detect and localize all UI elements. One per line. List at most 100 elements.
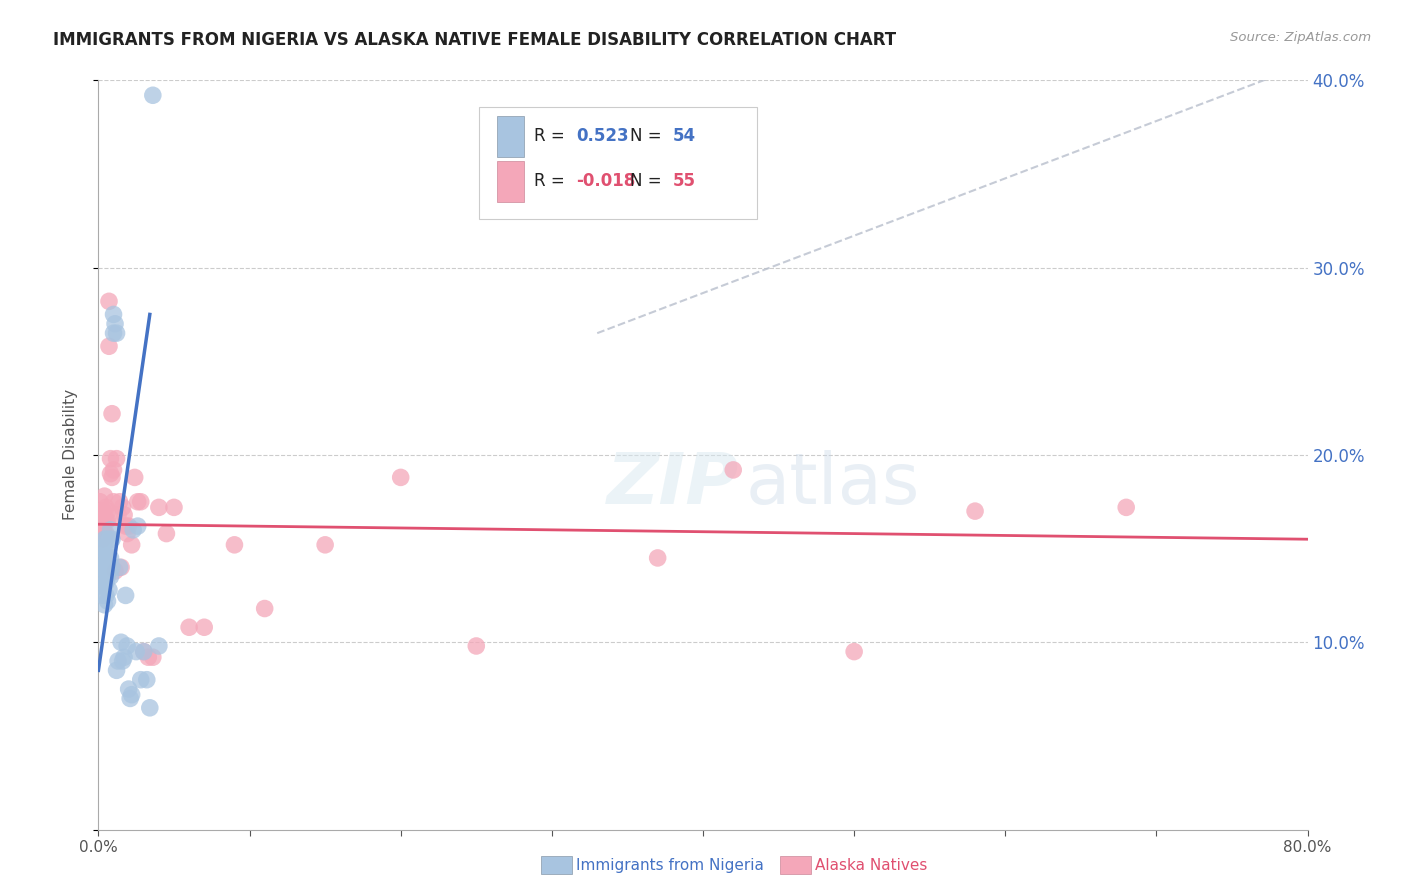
Point bbox=[91, 541, 114, 556]
Point bbox=[844, 644, 866, 658]
Point bbox=[112, 508, 135, 522]
Point bbox=[114, 589, 136, 603]
Point bbox=[314, 538, 336, 552]
Point bbox=[90, 504, 112, 518]
Point bbox=[389, 470, 412, 484]
Point bbox=[98, 564, 121, 578]
Point bbox=[93, 598, 115, 612]
Point bbox=[96, 514, 118, 528]
Text: atlas: atlas bbox=[745, 450, 920, 519]
Text: 55: 55 bbox=[672, 172, 696, 190]
Point bbox=[132, 644, 155, 658]
Y-axis label: Female Disability: Female Disability bbox=[63, 389, 77, 521]
Point bbox=[89, 579, 111, 593]
Point bbox=[115, 639, 138, 653]
Point bbox=[111, 654, 134, 668]
Text: Alaska Natives: Alaska Natives bbox=[815, 858, 928, 872]
Bar bbox=[498, 116, 524, 157]
Point bbox=[139, 701, 162, 715]
Point bbox=[124, 470, 146, 484]
Point bbox=[94, 526, 117, 541]
Point bbox=[114, 519, 136, 533]
Point bbox=[110, 560, 132, 574]
Text: Source: ZipAtlas.com: Source: ZipAtlas.com bbox=[1230, 31, 1371, 45]
Text: R =: R = bbox=[534, 172, 569, 190]
Point bbox=[115, 526, 138, 541]
Point bbox=[136, 650, 159, 665]
Point bbox=[135, 673, 157, 687]
Text: N =: N = bbox=[630, 128, 668, 145]
Point bbox=[90, 560, 112, 574]
Point bbox=[101, 560, 124, 574]
Bar bbox=[498, 161, 524, 202]
Point bbox=[90, 570, 112, 584]
Point bbox=[100, 551, 122, 566]
Point bbox=[118, 519, 141, 533]
Point bbox=[253, 601, 276, 615]
Point bbox=[103, 326, 125, 340]
Point bbox=[98, 339, 121, 353]
Point bbox=[89, 514, 111, 528]
Point bbox=[91, 589, 114, 603]
Point bbox=[723, 463, 745, 477]
Point bbox=[90, 541, 112, 556]
Point bbox=[108, 494, 131, 508]
Point bbox=[121, 538, 143, 552]
Point bbox=[103, 463, 125, 477]
Point bbox=[127, 519, 149, 533]
Point bbox=[100, 523, 122, 537]
Point bbox=[91, 532, 114, 546]
Point bbox=[103, 494, 125, 508]
Point bbox=[104, 317, 127, 331]
Point bbox=[98, 532, 121, 546]
Point bbox=[91, 551, 114, 566]
Text: 0.523: 0.523 bbox=[576, 128, 628, 145]
Point bbox=[224, 538, 246, 552]
Point bbox=[965, 504, 987, 518]
Point bbox=[96, 545, 118, 559]
Point bbox=[555, 194, 578, 209]
Point bbox=[96, 594, 118, 608]
Point bbox=[122, 523, 145, 537]
Point bbox=[93, 526, 115, 541]
Point bbox=[96, 504, 118, 518]
Point bbox=[105, 664, 128, 678]
Point bbox=[101, 407, 124, 421]
Point bbox=[103, 307, 125, 321]
Point bbox=[94, 575, 117, 590]
Point bbox=[105, 451, 128, 466]
Point bbox=[89, 560, 111, 574]
Point bbox=[465, 639, 488, 653]
Point bbox=[155, 526, 177, 541]
Point bbox=[118, 682, 141, 697]
Point bbox=[101, 532, 124, 546]
Text: ZIP: ZIP bbox=[607, 450, 740, 519]
Point bbox=[129, 494, 152, 508]
Point bbox=[112, 650, 135, 665]
Point bbox=[142, 88, 165, 103]
Point bbox=[100, 467, 122, 481]
Point bbox=[120, 691, 142, 706]
Point bbox=[1115, 500, 1137, 515]
Point bbox=[107, 508, 129, 522]
Point bbox=[105, 326, 128, 340]
Point bbox=[163, 500, 186, 515]
Point bbox=[647, 551, 669, 566]
Point bbox=[93, 560, 115, 574]
Point bbox=[94, 514, 117, 528]
Point bbox=[129, 673, 152, 687]
Point bbox=[96, 570, 118, 584]
Point bbox=[93, 579, 115, 593]
Text: IMMIGRANTS FROM NIGERIA VS ALASKA NATIVE FEMALE DISABILITY CORRELATION CHART: IMMIGRANTS FROM NIGERIA VS ALASKA NATIVE… bbox=[53, 31, 897, 49]
Point bbox=[125, 644, 148, 658]
Point bbox=[110, 635, 132, 649]
Point bbox=[89, 551, 111, 566]
Point bbox=[98, 582, 121, 597]
Point bbox=[193, 620, 215, 634]
Point bbox=[91, 504, 114, 518]
Point bbox=[91, 514, 114, 528]
Point bbox=[94, 545, 117, 559]
Text: -0.018: -0.018 bbox=[576, 172, 636, 190]
Point bbox=[93, 489, 115, 503]
Text: N =: N = bbox=[630, 172, 668, 190]
